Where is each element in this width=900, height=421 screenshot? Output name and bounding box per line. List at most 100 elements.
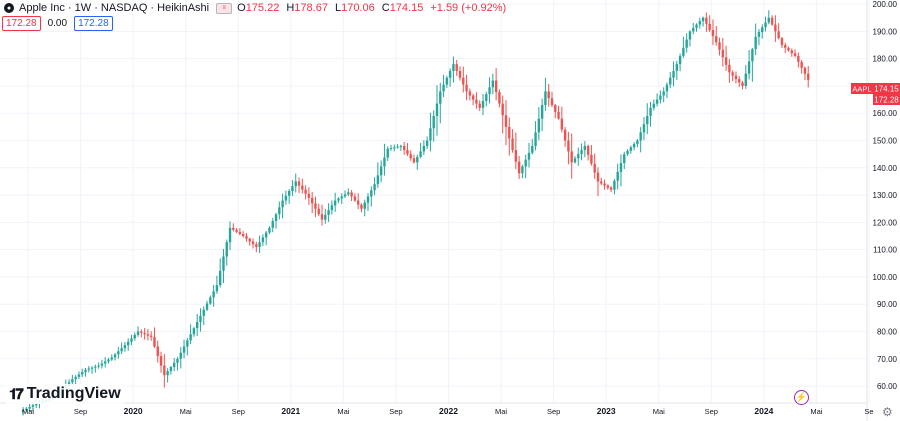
ohlc-high: H178.67	[286, 2, 328, 14]
candle-body	[199, 315, 202, 322]
candle-body	[113, 354, 117, 358]
gear-icon[interactable]: ⚙	[882, 405, 893, 419]
candle-body	[616, 171, 619, 181]
candle-body	[774, 24, 777, 32]
candle-body	[28, 406, 31, 409]
candle-body	[110, 357, 113, 360]
candle-body	[672, 70, 675, 78]
candle-body	[770, 17, 774, 25]
candle-body	[478, 103, 481, 108]
candle-body	[596, 172, 600, 182]
candle-body	[353, 196, 357, 201]
candle-body	[652, 103, 656, 108]
candle-body	[153, 336, 156, 347]
candle-body	[452, 64, 455, 71]
collapse-legend-icon[interactable]: ≡	[216, 2, 233, 14]
candle-body	[343, 194, 347, 197]
tradingview-logo[interactable]: 𝟏𝟕 TradingView	[6, 384, 124, 404]
candle-body	[264, 232, 268, 238]
candle-body	[767, 17, 771, 23]
candle-body	[501, 103, 504, 116]
candle-body	[393, 147, 396, 149]
candle-body	[550, 98, 554, 106]
candle-body	[81, 372, 84, 375]
candle-body	[540, 105, 544, 119]
candle-body	[629, 147, 633, 151]
candle-body	[261, 237, 265, 243]
apple-icon: ●	[4, 3, 14, 13]
candle-body	[747, 61, 751, 74]
candle-body	[195, 321, 199, 329]
candle-body	[593, 163, 596, 173]
candle-body	[590, 154, 593, 164]
candle-body	[235, 229, 238, 232]
candle-body	[481, 100, 485, 108]
candle-body	[547, 91, 550, 99]
candle-body	[757, 32, 761, 37]
candle-body	[544, 91, 547, 106]
candle-body	[531, 145, 534, 153]
symbol-title: Apple Inc · 1W · NASDAQ · HeikinAshi	[19, 2, 210, 14]
candle-body	[294, 181, 297, 187]
y-tick-label: 90.00	[877, 300, 898, 309]
candle-body	[297, 181, 301, 186]
candle-body	[425, 140, 429, 146]
x-tick-label: Se	[864, 407, 873, 416]
candle-body	[784, 45, 787, 48]
candle-body	[373, 184, 376, 191]
candle-body	[662, 91, 665, 96]
candle-body	[278, 207, 281, 215]
candle-body	[800, 61, 803, 68]
candle-body	[761, 27, 764, 33]
candle-body	[90, 367, 94, 369]
candle-body	[751, 49, 754, 62]
candle-body	[744, 73, 748, 86]
price-axis[interactable]: 60.00 70.00 80.00 90.00 100.00 110.00 120.00 13…	[873, 0, 898, 391]
candle-body	[284, 195, 288, 201]
ohlc-open: O175.22	[237, 2, 280, 14]
candle-body	[320, 214, 324, 220]
candle-body	[462, 77, 465, 85]
lightning-icon[interactable]: ⚡	[794, 390, 809, 405]
candle-body	[626, 150, 629, 155]
candle-body	[35, 403, 38, 406]
candle-body	[271, 221, 274, 228]
time-axis[interactable]: Mai Sep 2020 Mai Sep 2021 Mai Sep 2022 Mai Sep 2023…	[22, 406, 874, 416]
candle-body	[228, 227, 232, 243]
candle-body	[104, 361, 107, 364]
bid-pill[interactable]: 172.28	[2, 16, 41, 31]
candle-body	[179, 352, 182, 359]
y-tick-label: 70.00	[877, 355, 898, 364]
candle-body	[218, 270, 222, 286]
candle-body	[149, 335, 153, 337]
candle-body	[107, 359, 110, 362]
candle-body	[724, 57, 728, 65]
x-tick-label: Sep	[232, 407, 245, 416]
candle-body	[471, 95, 475, 100]
x-tick-label: Sep	[547, 407, 560, 416]
candle-body	[685, 39, 688, 48]
candle-body	[189, 334, 192, 341]
candle-body	[100, 363, 104, 366]
candle-body	[232, 227, 235, 230]
x-tick-label: Sep	[705, 407, 718, 416]
candle-body	[554, 105, 557, 112]
candle-body	[140, 331, 143, 333]
candle-body	[678, 55, 682, 65]
candle-body	[324, 214, 327, 220]
candle-body	[803, 67, 807, 74]
candle-body	[623, 154, 626, 164]
candle-body	[524, 159, 527, 167]
y-tick-label: 200.00	[873, 0, 898, 9]
candle-body	[169, 366, 173, 372]
candle-body	[439, 91, 442, 104]
candle-body	[432, 115, 435, 129]
candle-body	[130, 338, 133, 342]
y-tick-label: 60.00	[877, 382, 898, 391]
brand-name: TradingView	[26, 385, 121, 402]
candle-body	[366, 196, 370, 203]
candle-body	[166, 371, 169, 376]
symbol-legend[interactable]: ● Apple Inc · 1W · NASDAQ · HeikinAshi ≡…	[4, 2, 508, 14]
ask-pill[interactable]: 172.28	[74, 16, 113, 31]
